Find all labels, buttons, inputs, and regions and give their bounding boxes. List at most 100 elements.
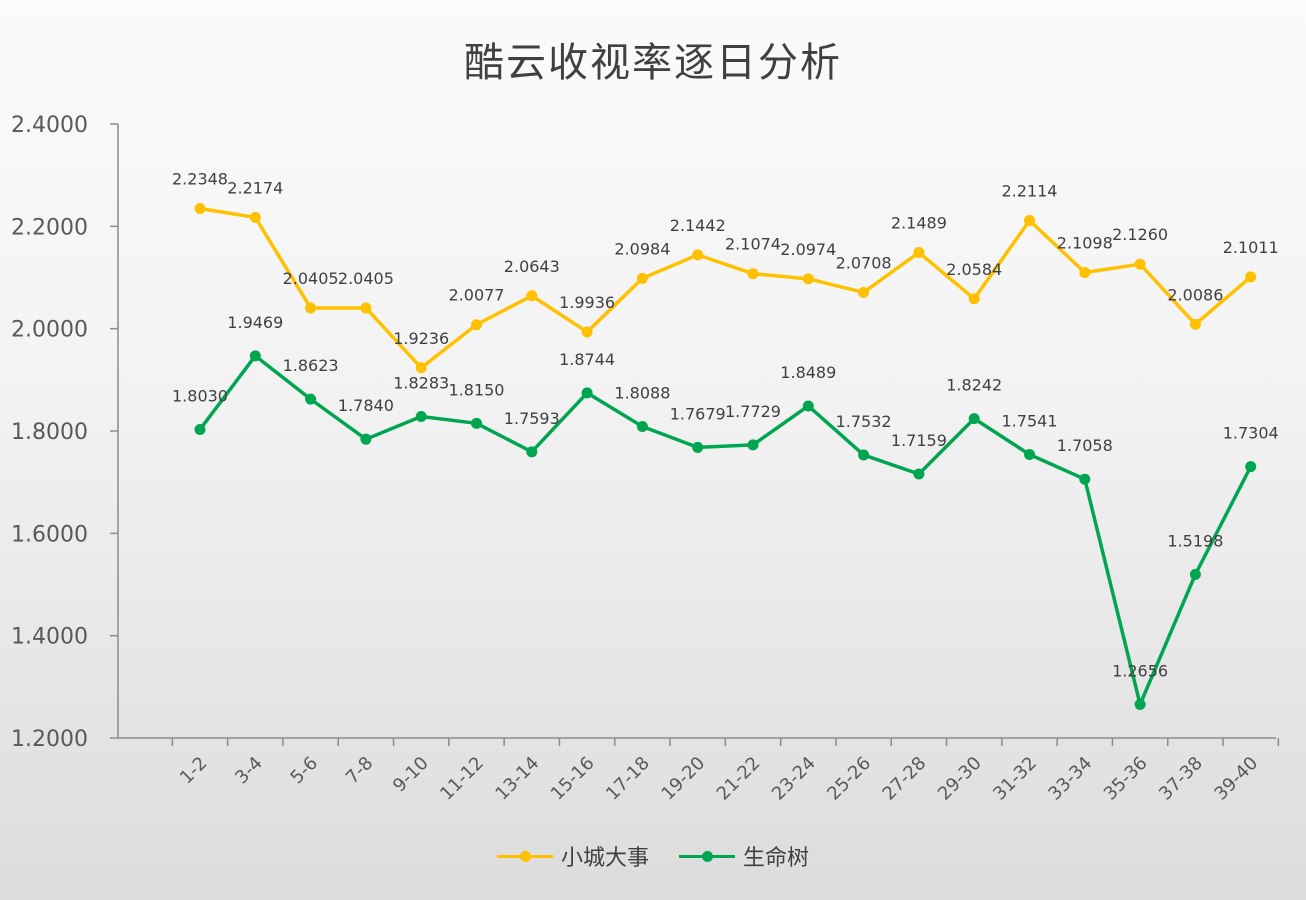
legend-line-marker-icon [496, 846, 553, 866]
data-point[interactable] [249, 350, 261, 362]
data-label: 2.2114 [1002, 182, 1058, 201]
data-label: 1.7593 [504, 409, 560, 428]
data-label: 1.7058 [1057, 436, 1113, 455]
data-label: 2.0077 [449, 286, 505, 305]
data-labels: 2.2348 2.2174 2.0405 2.0405 1.9236 2.0077 2.06… [172, 170, 1279, 681]
data-label: 1.9469 [227, 313, 283, 332]
data-label: 2.1098 [1057, 233, 1113, 252]
data-point[interactable] [747, 439, 759, 451]
data-label: 2.0584 [946, 260, 1002, 279]
series-line [199, 206, 1252, 370]
data-point[interactable] [415, 362, 427, 374]
data-label: 1.2656 [1112, 661, 1168, 680]
data-label: 2.0708 [836, 253, 892, 272]
data-label: 1.7729 [725, 402, 781, 421]
data-point[interactable] [913, 468, 925, 480]
x-tick-label: 23-24 [768, 753, 820, 805]
series-2 [194, 350, 1257, 710]
data-point[interactable] [526, 290, 538, 302]
series-1 [194, 203, 1257, 374]
data-point[interactable] [802, 273, 814, 285]
data-point[interactable] [968, 413, 980, 425]
y-tick-label: 2.0000 [11, 318, 88, 343]
data-label: 1.7541 [1002, 411, 1058, 430]
data-label: 2.2348 [172, 170, 228, 189]
legend-line-marker-icon [679, 846, 735, 866]
x-tick-label: 1-2 [176, 753, 212, 789]
data-point[interactable] [636, 420, 648, 432]
legend-label: 小城大事 [560, 846, 649, 871]
data-point[interactable] [360, 302, 372, 314]
data-point[interactable] [913, 246, 925, 258]
data-point[interactable] [194, 203, 206, 215]
data-label: 1.5198 [1167, 531, 1223, 550]
data-point[interactable] [194, 423, 206, 435]
legend-label: 生命树 [743, 846, 810, 871]
data-point[interactable] [858, 449, 870, 461]
data-point[interactable] [1189, 318, 1201, 330]
data-point[interactable] [1024, 215, 1035, 227]
x-tick-label: 19-20 [657, 753, 709, 805]
data-point[interactable] [415, 411, 427, 423]
x-tick-label: 13-14 [491, 753, 543, 805]
data-label: 2.1260 [1112, 225, 1168, 244]
data-point[interactable] [581, 326, 593, 338]
data-label: 1.8744 [559, 350, 615, 369]
y-tick-label: 1.8000 [11, 420, 88, 445]
x-tick-label: 37-38 [1155, 753, 1207, 805]
data-point[interactable] [1245, 271, 1257, 283]
y-axis-ticks: 1.2000 1.4000 1.6000 1.8000 2.0000 2.2000 2.40… [11, 113, 118, 752]
data-point[interactable] [802, 400, 814, 412]
data-label: 2.2174 [227, 178, 283, 197]
x-tick-label: 9-10 [389, 753, 433, 797]
data-point[interactable] [305, 302, 317, 314]
x-tick-label: 11-12 [436, 753, 488, 805]
data-point[interactable] [1079, 266, 1091, 278]
data-point[interactable] [1245, 461, 1257, 473]
data-label: 1.7159 [891, 431, 947, 450]
legend-item-series-2[interactable]: 生命树 [679, 840, 809, 872]
data-point[interactable] [581, 387, 593, 399]
x-axis-ticks: 1-2 3-4 5-6 7-8 9-10 11-12 13-14 15-16 17-18 19-2… [171, 738, 1280, 805]
chart-title: 酷云收视率逐日分析 [464, 40, 842, 86]
x-tick-label: 15-16 [547, 753, 599, 805]
legend-item-series-1[interactable]: 小城大事 [496, 840, 649, 872]
data-point[interactable] [249, 211, 261, 223]
data-point[interactable] [1189, 568, 1201, 580]
data-label: 1.9936 [559, 293, 615, 312]
data-label: 1.8150 [449, 380, 505, 399]
data-point[interactable] [471, 319, 482, 331]
data-point[interactable] [858, 286, 870, 298]
data-point[interactable] [747, 268, 759, 280]
data-label: 2.0984 [614, 239, 670, 258]
data-point[interactable] [692, 441, 704, 453]
x-tick-label: 33-34 [1044, 753, 1096, 805]
x-tick-label: 17-18 [602, 753, 654, 805]
data-point[interactable] [360, 433, 372, 445]
data-label: 1.8088 [614, 383, 670, 402]
x-tick-label: 21-22 [713, 753, 765, 805]
data-point[interactable] [1134, 258, 1146, 270]
data-point[interactable] [692, 249, 704, 261]
data-point[interactable] [968, 293, 980, 305]
y-tick-label: 1.6000 [11, 522, 88, 547]
x-tick-label: 5-6 [286, 753, 322, 789]
data-label: 1.8623 [283, 356, 339, 375]
data-point[interactable] [305, 393, 317, 405]
data-point[interactable] [1134, 698, 1146, 710]
data-point[interactable] [1079, 473, 1091, 485]
x-tick-label: 31-32 [989, 753, 1041, 805]
x-tick-label: 35-36 [1100, 753, 1152, 805]
x-tick-label: 27-28 [879, 753, 931, 805]
y-tick-label: 1.4000 [11, 625, 88, 650]
data-label: 1.7679 [670, 404, 726, 423]
data-point[interactable] [1024, 448, 1035, 460]
data-point[interactable] [636, 272, 648, 284]
y-tick-label: 2.4000 [11, 113, 88, 138]
data-point[interactable] [471, 417, 482, 429]
x-tick-label: 3-4 [231, 753, 267, 789]
x-tick-label: 7-8 [342, 753, 378, 789]
data-point[interactable] [526, 446, 538, 458]
